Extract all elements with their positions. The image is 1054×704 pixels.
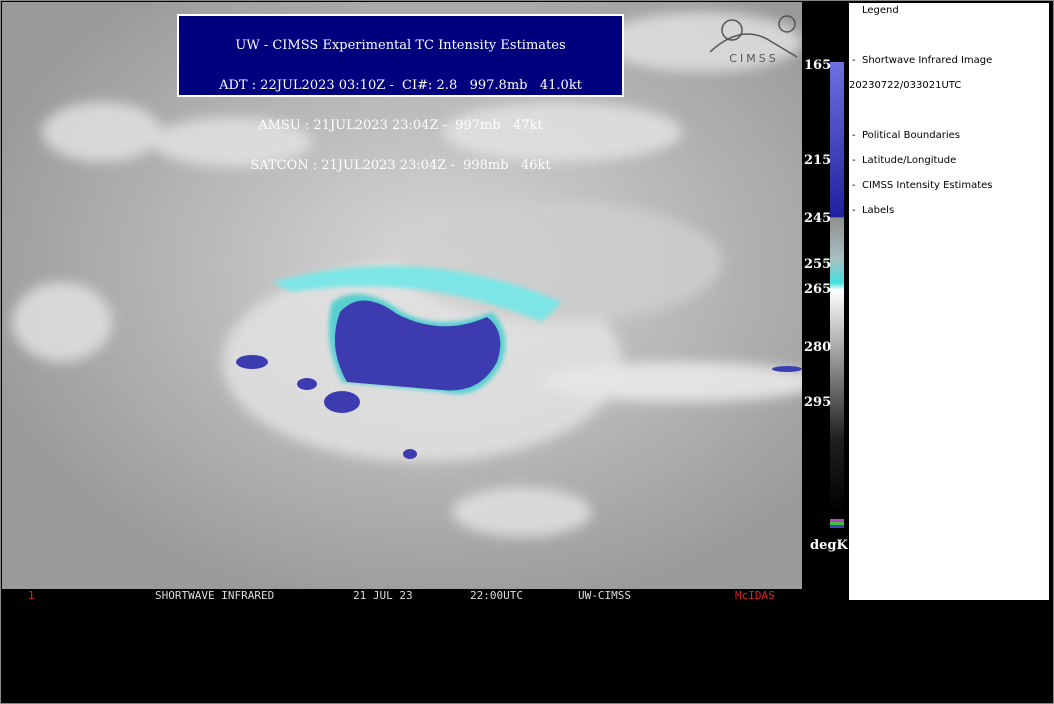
colorbar-label: 165: [804, 58, 832, 73]
cimss-logo: CIMSS: [709, 15, 798, 65]
color-bar: [830, 62, 844, 532]
colorbar-label: 280: [804, 340, 832, 355]
colorbar-label: 215: [804, 153, 832, 168]
header-line: AMSU : 21JUL2023 23:04Z - 997mb 47kt: [258, 118, 543, 133]
header-line: SATCON : 21JUL2023 23:04Z - 998mb 46kt: [250, 158, 551, 173]
logo-text: CIMSS: [729, 52, 778, 65]
legend-item[interactable]: - Shortwave Infrared Image: [852, 55, 993, 66]
colorbar-unit: degK: [810, 538, 848, 553]
legend-item[interactable]: - Political Boundaries: [852, 130, 960, 141]
software-name: McIDAS: [735, 589, 775, 602]
legend-item[interactable]: - CIMSS Intensity Estimates: [852, 180, 993, 191]
colorbar-label: 255: [804, 257, 832, 272]
legend-item-label: CIMSS Intensity Estimates: [861, 180, 993, 191]
colorbar-label: 245: [804, 211, 832, 226]
colorbar-label: 265: [804, 282, 832, 297]
product-name: SHORTWAVE INFRARED: [155, 589, 275, 602]
legend-item[interactable]: - Latitude/Longitude: [852, 155, 957, 166]
frame-number: 1: [28, 589, 35, 602]
legend-item-label: Latitude/Longitude: [861, 155, 957, 166]
legend-item[interactable]: - Labels: [852, 205, 895, 216]
status-bar: 1 SHORTWAVE INFRARED 21 JUL 23 22:00UTC …: [0, 589, 1054, 603]
intensity-header: UW - CIMSS Experimental TC Intensity Est…: [177, 14, 624, 173]
legend-title: Legend: [862, 5, 899, 16]
legend-item-detail: 20230722/033021UTC: [849, 80, 962, 91]
image-time: 22:00UTC: [470, 589, 523, 602]
legend-item-label: Political Boundaries: [861, 130, 960, 141]
colorbar-label: 295: [804, 395, 832, 410]
image-source: UW-CIMSS: [578, 589, 631, 602]
header-line: ADT : 22JUL2023 03:10Z - CI#: 2.8 997.8m…: [219, 78, 582, 93]
header-title: UW - CIMSS Experimental TC Intensity Est…: [235, 38, 566, 53]
legend-panel: Legend - Shortwave Infrared Image 202307…: [849, 3, 1049, 600]
image-date: 21 JUL 23: [353, 589, 413, 602]
legend-item-label: Shortwave Infrared Image: [861, 55, 993, 66]
satellite-image: CIMSS: [2, 2, 802, 589]
legend-item-label: Labels: [861, 205, 895, 216]
